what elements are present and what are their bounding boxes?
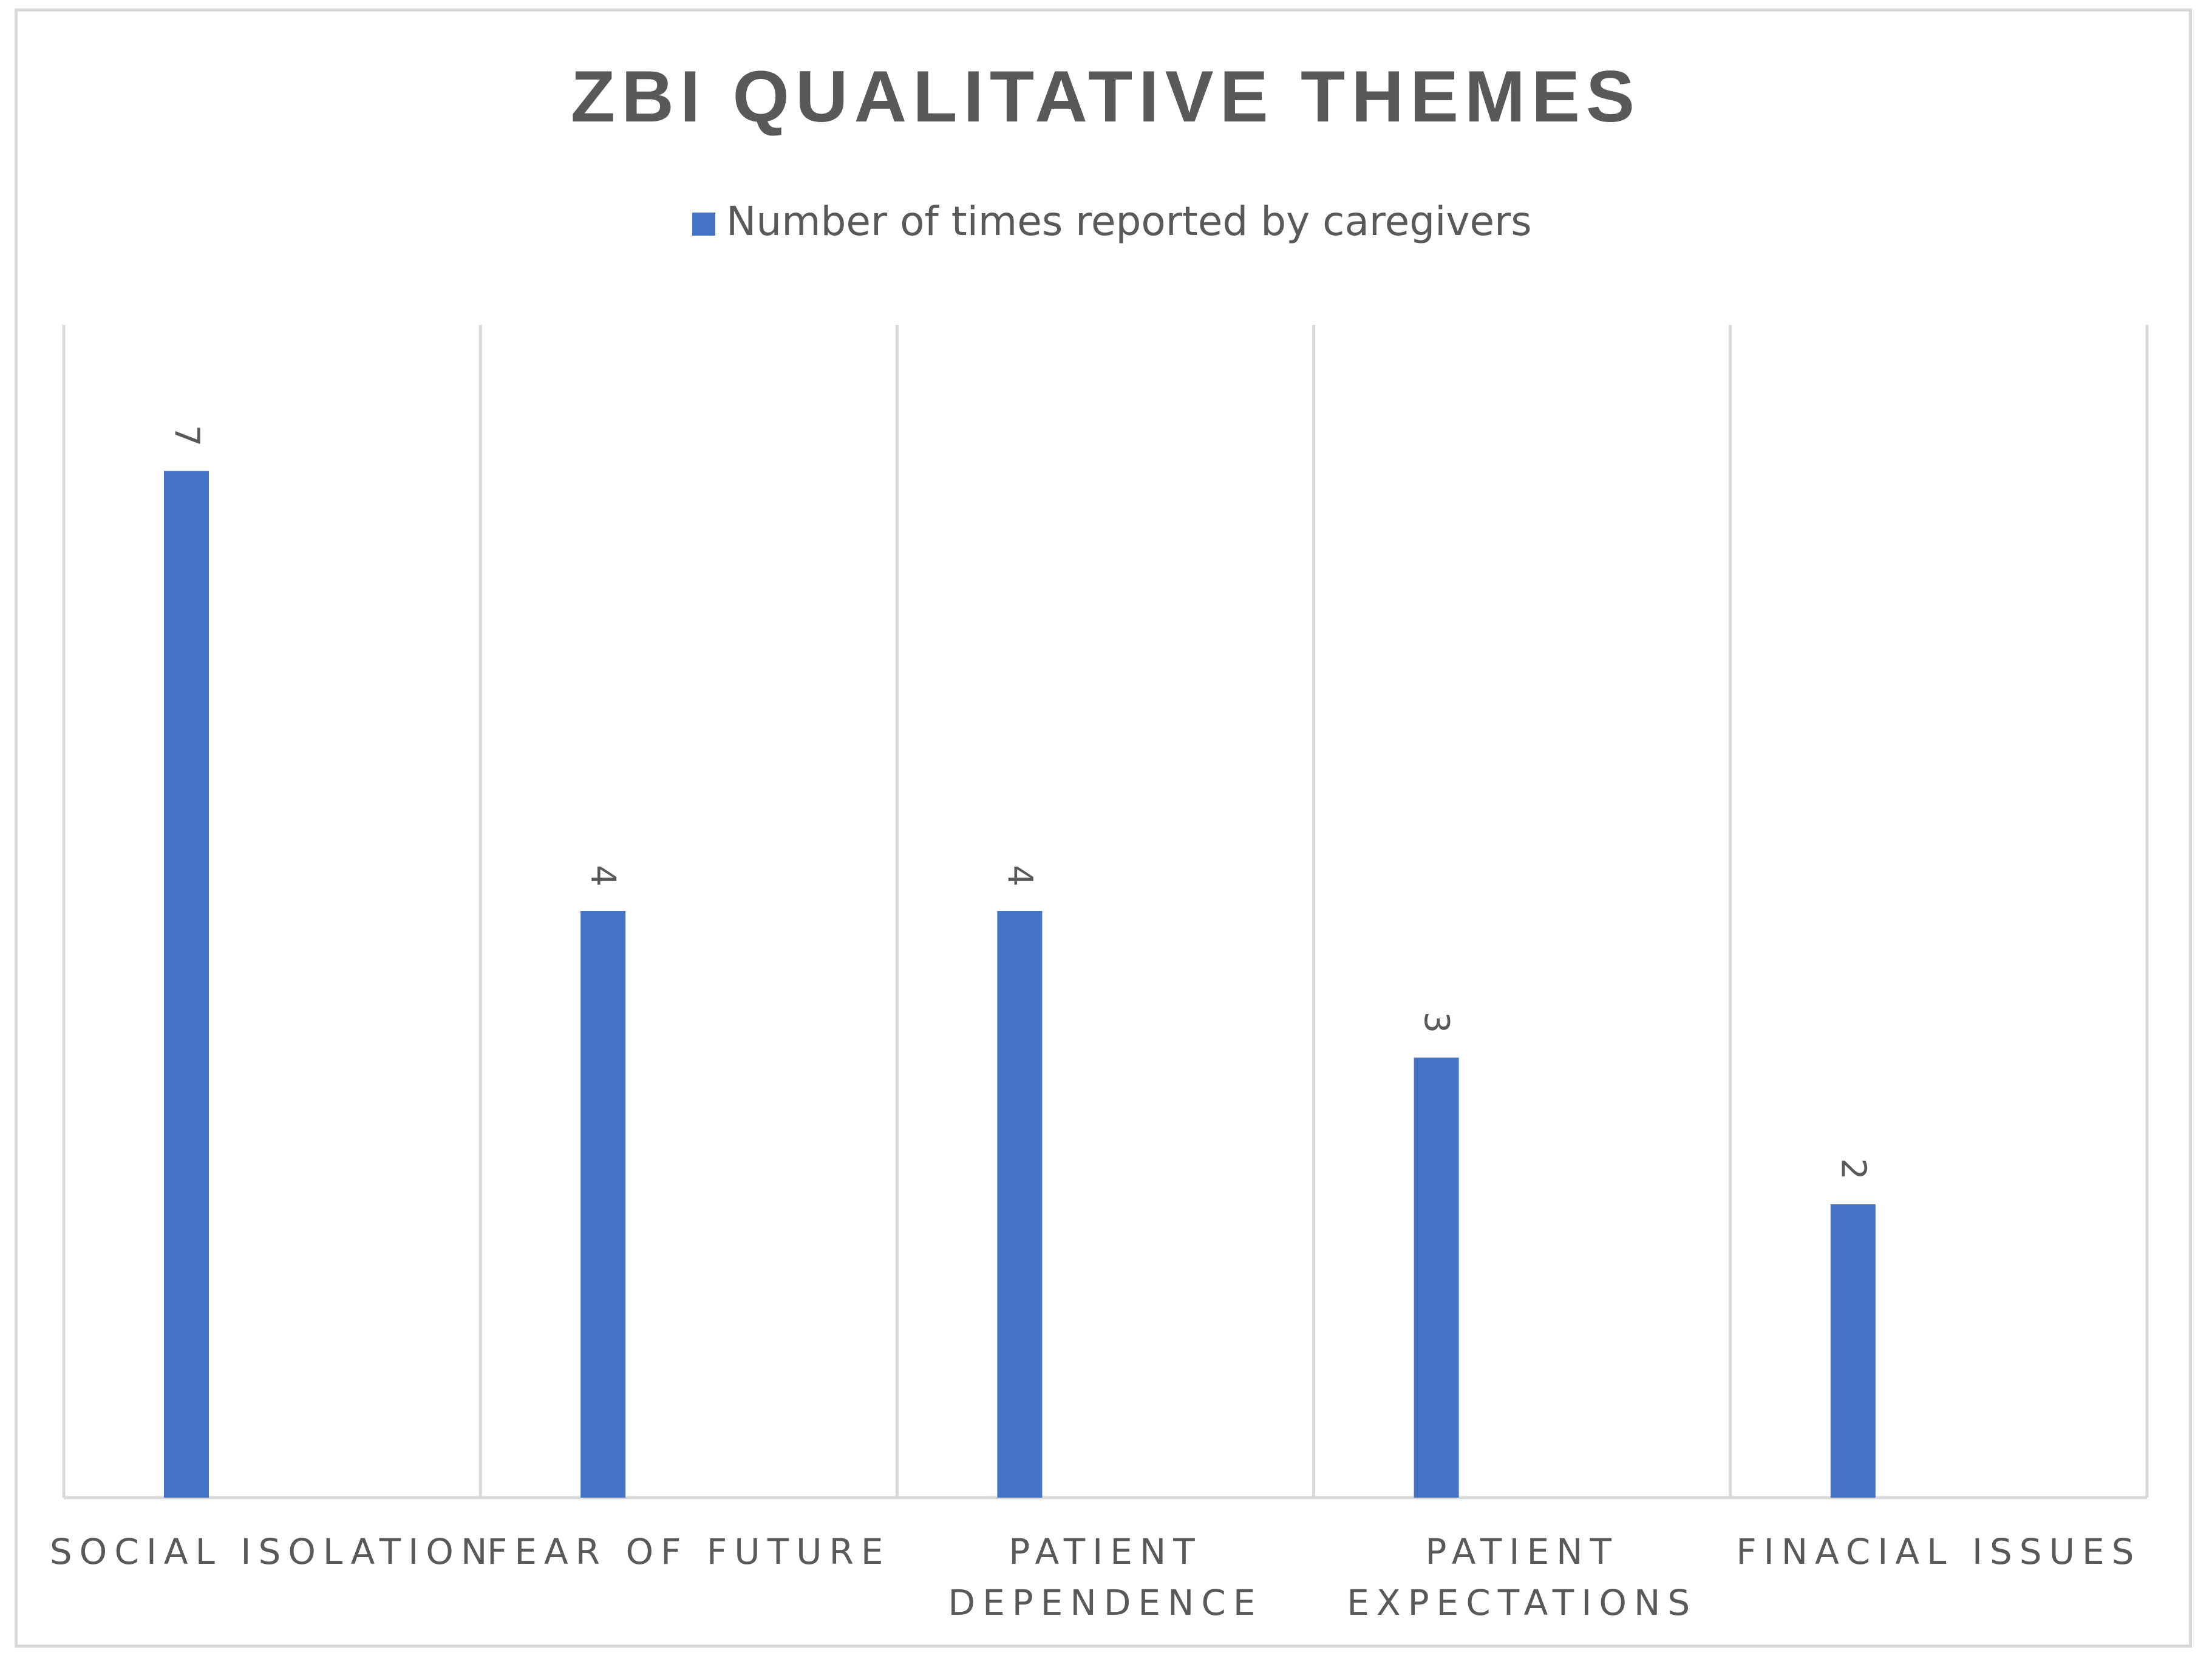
legend-swatch: [692, 213, 715, 236]
data-label: 3: [1417, 1012, 1456, 1034]
category-label: PATIENT: [1425, 1531, 1618, 1572]
data-label: 2: [1833, 1158, 1873, 1180]
bars: [164, 471, 1876, 1498]
data-label: 7: [167, 425, 206, 447]
category-label: PATIENT: [1009, 1531, 1202, 1572]
category-label: SOCIAL ISOLATION: [50, 1531, 494, 1572]
bar: [1830, 1204, 1876, 1498]
grid-lines: [62, 325, 2149, 1499]
bar: [1414, 1057, 1459, 1498]
bar: [164, 471, 209, 1498]
category-label: FEAR OF FUTURE: [487, 1531, 891, 1572]
legend: Number of times reported by caregivers: [692, 198, 1532, 245]
category-label: FINACIAL ISSUES: [1736, 1531, 2141, 1572]
legend-label: Number of times reported by caregivers: [726, 198, 1532, 245]
chart-title: ZBI QUALITATIVE THEMES: [571, 56, 1641, 137]
bar: [997, 911, 1043, 1498]
chart-frame: [15, 9, 2192, 1648]
category-label: EXPECTATIONS: [1347, 1582, 1697, 1623]
bar: [580, 911, 626, 1498]
data-label: 4: [1000, 865, 1040, 887]
data-label: 4: [584, 865, 623, 887]
category-label: DEPENDENCE: [948, 1582, 1262, 1623]
data-labels: 7 4 4 3 2: [167, 425, 1873, 1180]
